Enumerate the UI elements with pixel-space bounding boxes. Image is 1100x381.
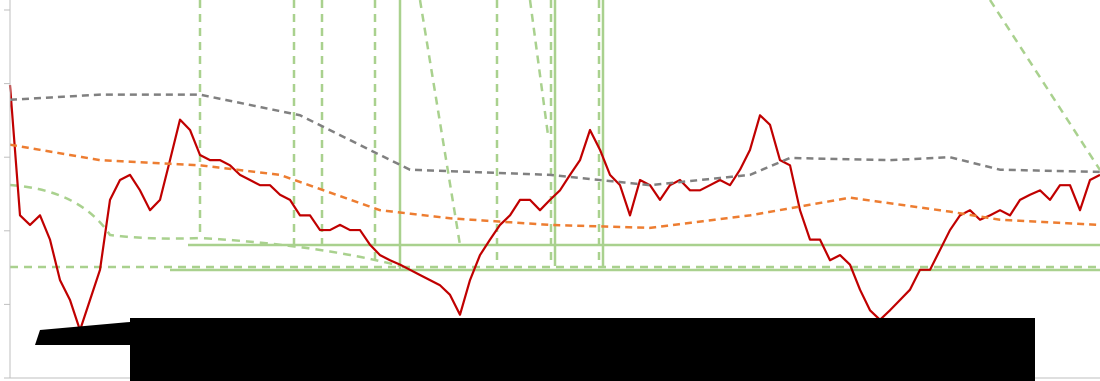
trend-lines <box>9 0 1100 272</box>
trend-line <box>418 0 462 246</box>
series-line <box>8 84 1100 332</box>
trend-line <box>528 0 550 136</box>
redaction <box>35 318 1035 381</box>
trend-line <box>9 183 401 268</box>
trend-line <box>988 0 1100 171</box>
series-line <box>9 143 1100 230</box>
redaction-box <box>130 318 1035 381</box>
series-line <box>9 93 1100 187</box>
plot-area <box>8 84 1100 332</box>
redaction-box <box>35 322 130 345</box>
